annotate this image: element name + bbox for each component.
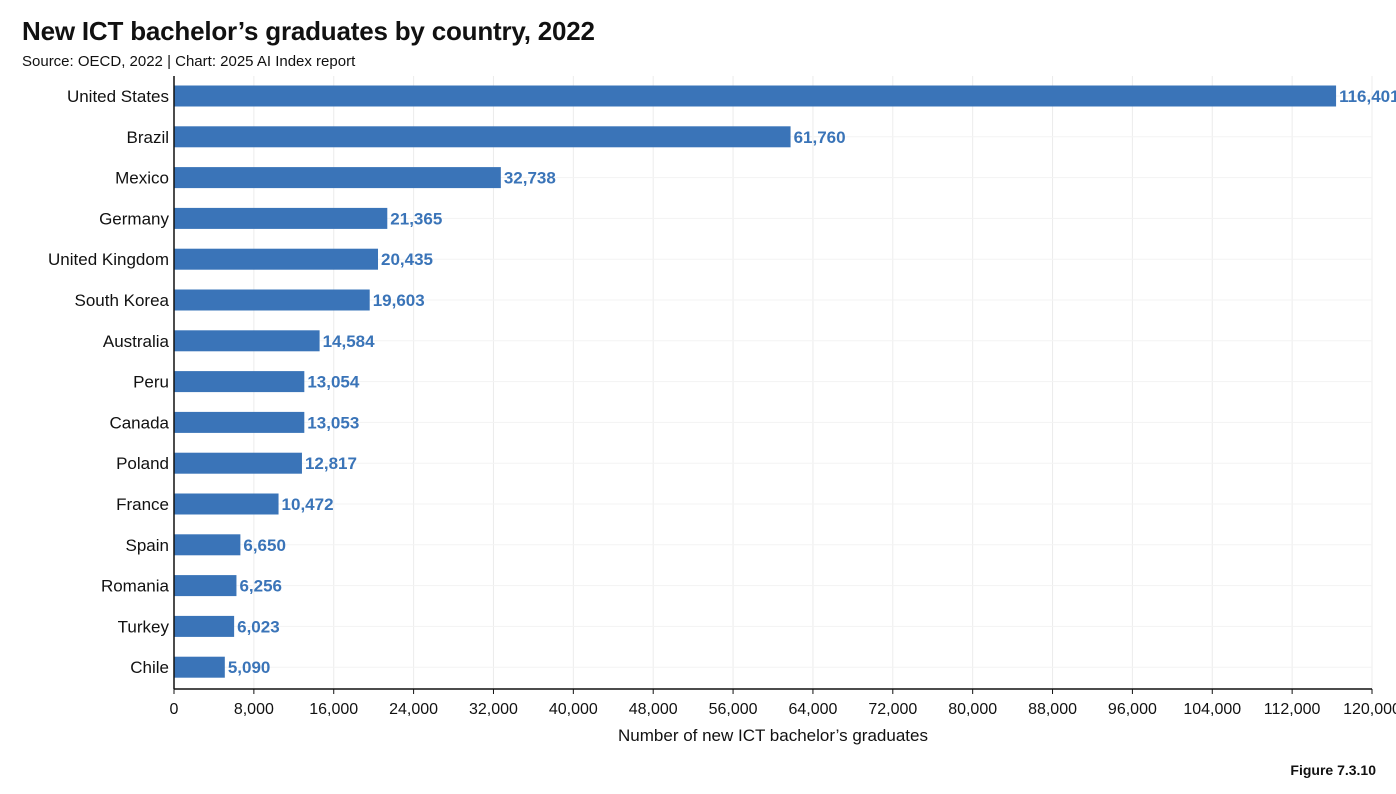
category-label: Peru (133, 373, 169, 392)
bar-turkey (174, 615, 235, 637)
x-tick-label: 40,000 (549, 701, 598, 718)
value-label: 6,256 (239, 577, 282, 596)
category-label: Spain (126, 536, 169, 555)
x-tick-label: 32,000 (469, 701, 518, 718)
x-tick-label: 48,000 (629, 701, 678, 718)
category-label: France (116, 495, 169, 514)
x-tick-label: 56,000 (709, 701, 758, 718)
value-label: 20,435 (381, 250, 433, 269)
bar-romania (174, 575, 237, 597)
x-tick-label: 64,000 (788, 701, 837, 718)
x-axis-title: Number of new ICT bachelor’s graduates (618, 726, 928, 745)
bars: United States 116,401 Brazil 61,760 Mexico 32… (48, 85, 1396, 678)
x-tick-label: 120,000 (1343, 701, 1396, 718)
category-label: Chile (130, 658, 169, 677)
category-label: Germany (99, 209, 169, 228)
axes: 0 8,000 16,000 24,000 32,000 40,000 48,000 56,0… (170, 76, 1396, 718)
bar-spain (174, 534, 241, 556)
chart-subtitle: Source: OECD, 2022 | Chart: 2025 AI Inde… (22, 53, 356, 70)
value-label: 19,603 (373, 291, 425, 310)
x-tick-label: 72,000 (868, 701, 917, 718)
bar-canada (174, 411, 305, 433)
figure-label: Figure 7.3.10 (1290, 762, 1376, 778)
bar-south-korea (174, 289, 370, 311)
category-label: Australia (103, 332, 170, 351)
bar-germany (174, 207, 388, 229)
bar-united-kingdom (174, 248, 379, 270)
category-label: South Korea (74, 291, 169, 310)
category-label: United States (67, 87, 169, 106)
bar-poland (174, 452, 302, 474)
value-label: 61,760 (794, 128, 846, 147)
x-tick-label: 8,000 (234, 701, 274, 718)
bar-chile (174, 656, 225, 678)
x-tick-label: 80,000 (948, 701, 997, 718)
x-tick-label: 96,000 (1108, 701, 1157, 718)
value-label: 32,738 (504, 169, 556, 188)
x-tick-label: 24,000 (389, 701, 438, 718)
value-label: 21,365 (390, 209, 442, 228)
value-label: 6,023 (237, 617, 280, 636)
value-label: 13,053 (307, 413, 359, 432)
category-label: Poland (116, 454, 169, 473)
value-label: 5,090 (228, 658, 271, 677)
bar-france (174, 493, 279, 515)
x-tick-label: 104,000 (1183, 701, 1241, 718)
x-tick-label: 16,000 (309, 701, 358, 718)
x-tick-label: 112,000 (1264, 701, 1321, 718)
value-label: 116,401 (1339, 87, 1396, 106)
category-label: Brazil (126, 128, 169, 147)
bar-united-states (174, 85, 1337, 107)
bar-australia (174, 330, 320, 352)
category-label: Romania (101, 577, 170, 596)
x-tick-label: 88,000 (1028, 701, 1077, 718)
chart-title: New ICT bachelor’s graduates by country,… (22, 16, 595, 46)
bar-peru (174, 371, 305, 393)
bar-brazil (174, 126, 791, 148)
value-label: 10,472 (282, 495, 334, 514)
x-tick-label: 0 (170, 701, 179, 718)
category-label: Turkey (118, 617, 170, 636)
value-label: 6,650 (243, 536, 286, 555)
category-label: Canada (109, 413, 169, 432)
value-label: 14,584 (323, 332, 376, 351)
category-label: United Kingdom (48, 250, 169, 269)
bar-mexico (174, 167, 501, 189)
category-label: Mexico (115, 169, 169, 188)
value-label: 12,817 (305, 454, 357, 473)
value-label: 13,054 (307, 373, 360, 392)
